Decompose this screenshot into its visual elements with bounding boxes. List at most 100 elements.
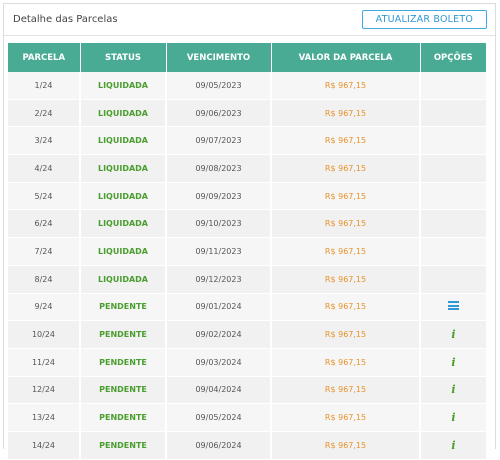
installments-table: PARCELA STATUS VENCIMENTO VALOR DA PARCE… [8,43,486,460]
parcela-cell: 12/24 [8,376,81,405]
table-body: 1/24 LIQUIDADA 09/05/2023 R$ 967,15 2/24 LIQU… [8,72,486,460]
options-cell [420,72,486,100]
table-row: 10/24 PENDENTE 09/02/2024 R$ 967,15 i [8,320,486,349]
status-cell: LIQUIDADA [80,126,167,156]
table-row: 1/24 LIQUIDADA 09/05/2023 R$ 967,15 [8,72,486,100]
table-row: 2/24 LIQUIDADA 09/06/2023 R$ 967,15 [8,99,486,128]
vencimento-cell: 09/08/2023 [166,154,272,183]
status-cell: PENDENTE [80,431,167,460]
parcela-cell: 13/24 [8,403,81,432]
info-icon[interactable]: i [451,328,456,342]
table-row: 14/24 PENDENTE 09/06/2024 R$ 967,15 i [8,431,486,460]
col-header-parcela: PARCELA [8,43,81,72]
menu-icon[interactable] [448,301,459,311]
vencimento-cell: 09/10/2023 [166,209,272,239]
options-cell [420,209,486,239]
info-icon[interactable]: i [451,438,456,452]
options-cell [420,182,486,211]
valor-cell: R$ 967,15 [271,348,421,377]
parcela-cell: 3/24 [8,126,81,156]
valor-cell: R$ 967,15 [271,265,421,294]
vencimento-cell: 09/09/2023 [166,182,272,211]
table-row: 13/24 PENDENTE 09/05/2024 R$ 967,15 i [8,403,486,432]
parcela-cell: 9/24 [8,293,81,322]
vencimento-cell: 09/04/2024 [166,376,272,405]
status-cell: PENDENTE [80,376,167,405]
vencimento-cell: 09/06/2024 [166,431,272,460]
parcela-cell: 14/24 [8,431,81,460]
valor-cell: R$ 967,15 [271,99,421,128]
parcela-cell: 7/24 [8,237,81,266]
valor-cell: R$ 967,15 [271,72,421,100]
status-cell: PENDENTE [80,320,167,349]
valor-cell: R$ 967,15 [271,126,421,156]
installments-table-wrap: PARCELA STATUS VENCIMENTO VALOR DA PARCE… [8,43,486,460]
info-icon[interactable]: i [451,411,456,425]
options-cell: i [420,376,486,405]
valor-cell: R$ 967,15 [271,237,421,266]
parcela-cell: 11/24 [8,348,81,377]
col-header-vencimento: VENCIMENTO [166,43,272,72]
parcela-cell: 2/24 [8,99,81,128]
vencimento-cell: 09/03/2024 [166,348,272,377]
vencimento-cell: 09/05/2024 [166,403,272,432]
vencimento-cell: 09/01/2024 [166,293,272,322]
valor-cell: R$ 967,15 [271,431,421,460]
table-row: 7/24 LIQUIDADA 09/11/2023 R$ 967,15 [8,237,486,266]
parcela-cell: 1/24 [8,72,81,100]
status-cell: LIQUIDADA [80,182,167,211]
status-cell: LIQUIDADA [80,265,167,294]
valor-cell: R$ 967,15 [271,154,421,183]
options-cell [420,99,486,128]
info-icon[interactable]: i [451,355,456,369]
valor-cell: R$ 967,15 [271,376,421,405]
table-row: 5/24 LIQUIDADA 09/09/2023 R$ 967,15 [8,182,486,211]
parcela-cell: 4/24 [8,154,81,183]
options-cell [420,154,486,183]
col-header-status: STATUS [80,43,167,72]
vencimento-cell: 09/05/2023 [166,72,272,100]
info-icon[interactable]: i [451,383,456,397]
parcela-cell: 5/24 [8,182,81,211]
vencimento-cell: 09/11/2023 [166,237,272,266]
table-row: 3/24 LIQUIDADA 09/07/2023 R$ 967,15 [8,126,486,156]
update-boleto-button[interactable]: ATUALIZAR BOLETO [361,10,487,29]
status-cell: LIQUIDADA [80,237,167,266]
options-cell: i [420,320,486,349]
panel-header: Detalhe das Parcelas ATUALIZAR BOLETO [4,4,495,36]
vencimento-cell: 09/06/2023 [166,99,272,128]
panel-title: Detalhe das Parcelas [13,14,118,25]
parcela-cell: 8/24 [8,265,81,294]
valor-cell: R$ 967,15 [271,293,421,322]
vencimento-cell: 09/12/2023 [166,265,272,294]
valor-cell: R$ 967,15 [271,320,421,349]
col-header-opcoes: OPÇÕES [420,43,486,72]
status-cell: LIQUIDADA [80,209,167,239]
parcela-cell: 6/24 [8,209,81,239]
table-row: 11/24 PENDENTE 09/03/2024 R$ 967,15 i [8,348,486,377]
options-cell: i [420,431,486,460]
vencimento-cell: 09/02/2024 [166,320,272,349]
status-cell: LIQUIDADA [80,154,167,183]
table-row: 9/24 PENDENTE 09/01/2024 R$ 967,15 [8,293,486,322]
col-header-valor: VALOR DA PARCELA [271,43,421,72]
valor-cell: R$ 967,15 [271,182,421,211]
options-cell: i [420,403,486,432]
table-row: 6/24 LIQUIDADA 09/10/2023 R$ 967,15 [8,209,486,239]
parcela-cell: 10/24 [8,320,81,349]
table-row: 8/24 LIQUIDADA 09/12/2023 R$ 967,15 [8,265,486,294]
status-cell: LIQUIDADA [80,99,167,128]
valor-cell: R$ 967,15 [271,209,421,239]
options-cell: i [420,348,486,377]
table-row: 12/24 PENDENTE 09/04/2024 R$ 967,15 i [8,376,486,405]
status-cell: PENDENTE [80,403,167,432]
options-cell [420,265,486,294]
status-cell: LIQUIDADA [80,72,167,100]
options-cell [420,237,486,266]
status-cell: PENDENTE [80,348,167,377]
options-cell [420,293,486,322]
table-header-row: PARCELA STATUS VENCIMENTO VALOR DA PARCE… [8,43,486,72]
options-cell [420,126,486,156]
valor-cell: R$ 967,15 [271,403,421,432]
vencimento-cell: 09/07/2023 [166,126,272,156]
